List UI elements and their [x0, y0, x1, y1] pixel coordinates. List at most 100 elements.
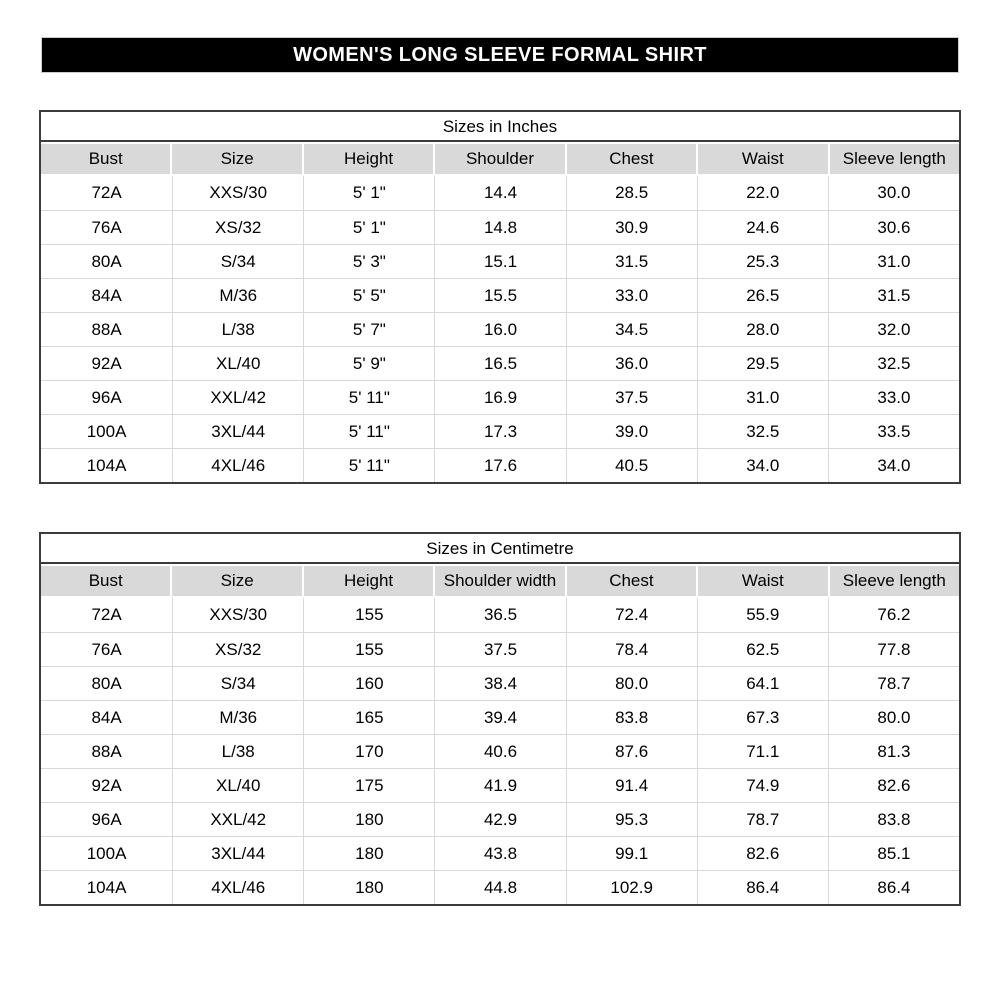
table-cell: 80.0: [827, 701, 959, 734]
table-cell: 100A: [86, 421, 127, 441]
table-cell: 82.6: [696, 837, 828, 870]
table-cell: 76.2: [827, 598, 959, 632]
table-cell: 104A: [86, 455, 127, 475]
table-cell: XXS/30: [172, 598, 303, 632]
column-header: Size: [172, 566, 302, 596]
table-cell: 72.4: [565, 598, 697, 632]
column-header: Bust: [41, 566, 171, 596]
table-cell: 72A: [91, 183, 122, 202]
table-row: 76A XS/32 5' 1" 14.8 30.9 24.6 30.6: [41, 210, 959, 244]
table-cell: 165: [303, 701, 434, 734]
table-cell: 32.0: [827, 313, 959, 346]
table-cell: 5' 11": [303, 415, 434, 448]
table-cell: M/36: [172, 701, 303, 734]
table-cell: 96A: [91, 387, 122, 407]
table-cell: 15.5: [434, 279, 565, 312]
table-cell: 88A: [91, 741, 122, 761]
column-header: Sleeve length: [829, 144, 959, 174]
table-cell: 31.5: [565, 245, 697, 278]
table-cell: 29.5: [696, 347, 828, 380]
table-cell: 40.6: [434, 735, 565, 768]
table-cell: 5' 11": [303, 381, 434, 414]
table-cell: 78.4: [565, 633, 697, 666]
table-cell: 5' 5": [303, 279, 434, 312]
table-cell: 43.8: [434, 837, 565, 870]
column-header: Sleeve length: [829, 566, 959, 596]
table-cell: 31.0: [696, 381, 828, 414]
table-cell: 14.8: [434, 211, 565, 244]
table-cell: 16.5: [434, 347, 565, 380]
table-cell: 92A: [91, 775, 122, 795]
size-table-centimetre: Sizes in Centimetre Bust Size Height Should…: [39, 532, 961, 906]
table-cell: 87.6: [565, 735, 697, 768]
table-cell: 37.5: [565, 381, 697, 414]
column-header: Waist: [698, 566, 828, 596]
table-row: 104A 4XL/46 5' 11" 17.6 40.5 34.0 34.0: [41, 448, 959, 482]
table-cell: 80A: [91, 251, 122, 271]
table-cell: 86.4: [696, 871, 828, 904]
table-cell: 14.4: [434, 176, 565, 210]
table-title: Sizes in Centimetre: [41, 534, 959, 564]
table-cell: 84A: [91, 285, 122, 305]
table-cell: 88A: [91, 319, 122, 339]
table-cell: L/38: [172, 313, 303, 346]
table-cell: 81.3: [827, 735, 959, 768]
table-cell: 16.0: [434, 313, 565, 346]
table-cell: XL/40: [172, 769, 303, 802]
table-cell: 4XL/46: [172, 871, 303, 904]
table-cell: 17.6: [434, 449, 565, 482]
table-body: 72A XXS/30 155 36.5 72.4 55.9 76.2 76A XS/32 155 3…: [41, 598, 959, 904]
table-cell: 30.0: [827, 176, 959, 210]
column-header: Waist: [698, 144, 828, 174]
table-cell: M/36: [172, 279, 303, 312]
table-header-row: Bust Size Height Shoulder Chest Waist Sleeve l…: [41, 142, 959, 176]
table-cell: S/34: [172, 667, 303, 700]
table-cell: 41.9: [434, 769, 565, 802]
table-cell: 36.0: [565, 347, 697, 380]
table-cell: 100A: [86, 843, 127, 863]
column-header: Height: [303, 144, 434, 174]
table-cell: 71.1: [696, 735, 828, 768]
table-cell: 4XL/46: [172, 449, 303, 482]
table-cell: 22.0: [696, 176, 828, 210]
table-cell: 180: [303, 803, 434, 836]
table-cell: 77.8: [827, 633, 959, 666]
table-cell: 26.5: [696, 279, 828, 312]
table-cell: 42.9: [434, 803, 565, 836]
table-cell: 80A: [91, 673, 122, 693]
table-cell: 99.1: [565, 837, 697, 870]
table-cell: XL/40: [172, 347, 303, 380]
table-cell: L/38: [172, 735, 303, 768]
table-cell: 5' 7": [303, 313, 434, 346]
table-cell: 78.7: [827, 667, 959, 700]
table-row: 104A 4XL/46 180 44.8 102.9 86.4 86.4: [41, 870, 959, 904]
table-cell: 3XL/44: [172, 837, 303, 870]
table-cell: 5' 1": [303, 211, 434, 244]
table-cell: 37.5: [434, 633, 565, 666]
table-cell: 95.3: [565, 803, 697, 836]
table-title: Sizes in Inches: [41, 112, 959, 142]
table-cell: 74.9: [696, 769, 828, 802]
table-cell: 83.8: [565, 701, 697, 734]
table-cell: 30.9: [565, 211, 697, 244]
table-cell: 34.5: [565, 313, 697, 346]
table-cell: XS/32: [172, 211, 303, 244]
table-cell: XS/32: [172, 633, 303, 666]
table-cell: 67.3: [696, 701, 828, 734]
product-title-banner: WOMEN'S LONG SLEEVE FORMAL SHIRT: [42, 38, 958, 72]
table-cell: 32.5: [696, 415, 828, 448]
table-cell: 175: [303, 769, 434, 802]
table-cell: 62.5: [696, 633, 828, 666]
table-cell: 5' 11": [303, 449, 434, 482]
table-cell: 15.1: [434, 245, 565, 278]
table-cell: 180: [303, 871, 434, 904]
column-header: Chest: [566, 566, 697, 596]
table-cell: 3XL/44: [172, 415, 303, 448]
product-title: WOMEN'S LONG SLEEVE FORMAL SHIRT: [293, 43, 707, 66]
table-row: 80A S/34 5' 3" 15.1 31.5 25.3 31.0: [41, 244, 959, 278]
column-header: Height: [303, 566, 434, 596]
table-cell: 155: [303, 633, 434, 666]
table-cell: 82.6: [827, 769, 959, 802]
table-row: 80A S/34 160 38.4 80.0 64.1 78.7: [41, 666, 959, 700]
table-cell: 76A: [91, 639, 122, 659]
